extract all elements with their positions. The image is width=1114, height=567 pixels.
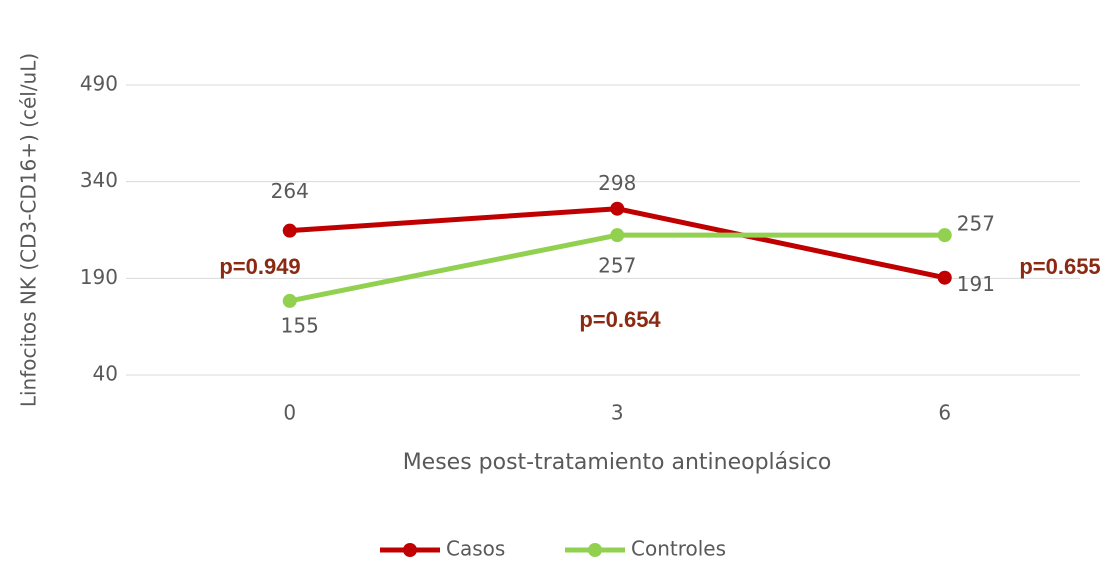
data-label: 257 bbox=[957, 212, 995, 236]
x-tick-label: 0 bbox=[283, 401, 296, 425]
y-tick-label: 40 bbox=[93, 362, 118, 386]
data-label: 191 bbox=[957, 272, 995, 296]
point bbox=[282, 223, 297, 238]
annotation: p=0.655 bbox=[1019, 254, 1100, 279]
y-tick-label: 340 bbox=[80, 168, 118, 192]
x-axis-title: Meses post-tratamiento antineoplásico bbox=[403, 450, 832, 475]
data-label: 298 bbox=[598, 171, 636, 195]
point bbox=[937, 270, 952, 285]
point bbox=[610, 228, 625, 243]
data-label: 155 bbox=[281, 313, 319, 337]
annotation: p=0.654 bbox=[579, 307, 661, 332]
point bbox=[937, 228, 952, 243]
legend-label: Casos bbox=[446, 537, 505, 561]
x-tick-label: 3 bbox=[611, 401, 624, 425]
point bbox=[610, 201, 625, 216]
x-tick-label: 6 bbox=[938, 401, 951, 425]
point bbox=[282, 293, 297, 308]
legend-marker bbox=[403, 543, 417, 557]
data-label: 257 bbox=[598, 254, 636, 278]
legend-label: Controles bbox=[631, 537, 726, 561]
y-tick-label: 490 bbox=[80, 72, 118, 96]
data-label: 264 bbox=[271, 179, 309, 203]
annotation: p=0.949 bbox=[219, 254, 300, 279]
legend-marker bbox=[588, 543, 602, 557]
y-axis-title: Linfocitos NK (CD3-CD16+) (cél/uL) bbox=[17, 53, 41, 407]
y-tick-label: 190 bbox=[80, 265, 118, 289]
